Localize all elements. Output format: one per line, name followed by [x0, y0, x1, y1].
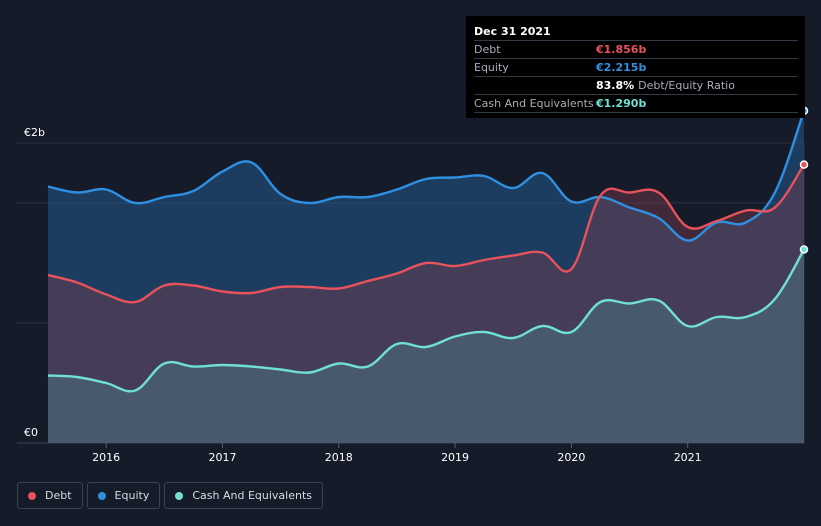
- y-axis-top-label: €2b: [24, 126, 45, 139]
- x-tick-label-2020: 2020: [557, 451, 585, 464]
- x-tick-label-2018: 2018: [325, 451, 353, 464]
- x-tick-label-2021: 2021: [674, 451, 702, 464]
- x-tick-label-2017: 2017: [208, 451, 236, 464]
- end-marker-debt: [799, 160, 809, 169]
- area-debt: [48, 164, 804, 443]
- tooltip-ratio-label: Debt/Equity Ratio: [638, 79, 735, 92]
- tooltip-equity-label: Equity: [474, 61, 509, 74]
- legend-dot-equity: [97, 491, 106, 500]
- legend-label-cash: Cash And Equivalents: [192, 489, 312, 502]
- line-equity: [47, 110, 806, 242]
- tooltip-equity-value: €2.215b: [596, 61, 647, 74]
- y-axis-bottom-label: €0: [24, 426, 38, 439]
- tooltip-row-ratio: 83.8% Debt/Equity Ratio: [474, 76, 798, 94]
- line-debt: [47, 163, 806, 304]
- series-areas: [48, 110, 804, 444]
- legend-item-equity[interactable]: Equity: [86, 482, 161, 509]
- legend-label-equity: Equity: [114, 489, 150, 502]
- tooltip-debt-label: Debt: [474, 43, 501, 56]
- legend-dot-debt: [28, 491, 36, 500]
- x-axis-ticks: 2016 2017 2018 2019 2020 2021: [92, 443, 702, 464]
- legend-label-debt: Debt: [45, 489, 72, 502]
- tooltip-row-equity: Equity €2.215b: [474, 58, 798, 76]
- series-lines: [47, 110, 806, 393]
- line-cash-and-equivalents: [47, 248, 806, 393]
- tooltip-cash-value: €1.290b: [596, 97, 647, 110]
- x-tick-label-2019: 2019: [441, 451, 469, 464]
- legend-item-cash[interactable]: Cash And Equivalents: [164, 482, 323, 509]
- end-marker-cash-and-equivalents: [799, 245, 809, 254]
- tooltip-row-debt: Debt €1.856b: [474, 40, 798, 58]
- legend-item-debt[interactable]: Debt: [17, 482, 83, 509]
- area-equity: [48, 110, 804, 444]
- area-cash-and-equivalents: [48, 249, 804, 443]
- tooltip-debt-value: €1.856b: [596, 43, 647, 56]
- tooltip-date: Dec 31 2021: [474, 25, 551, 38]
- tooltip-row-cash: Cash And Equivalents €1.290b: [474, 94, 798, 113]
- tooltip-cash-label: Cash And Equivalents: [474, 97, 594, 110]
- tooltip-ratio-value: 83.8%: [596, 79, 635, 92]
- chart-legend: Debt Equity Cash And Equivalents: [17, 482, 323, 509]
- legend-dot-cash: [175, 491, 184, 500]
- tooltip-panel: Dec 31 2021 Debt €1.856b Equity €2.215b …: [466, 16, 805, 118]
- x-tick-label-2016: 2016: [92, 451, 120, 464]
